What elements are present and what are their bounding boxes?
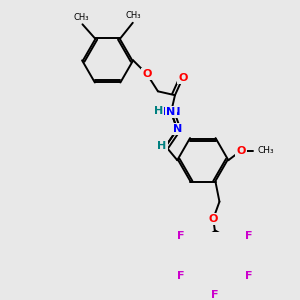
Text: HN: HN xyxy=(162,107,180,117)
Text: O: O xyxy=(208,214,218,224)
Text: F: F xyxy=(245,231,253,241)
Text: F: F xyxy=(177,271,184,281)
Text: CH₃: CH₃ xyxy=(258,146,274,155)
Text: O: O xyxy=(178,73,188,83)
Text: O: O xyxy=(142,69,152,79)
Text: F: F xyxy=(245,271,253,281)
Text: CH₃: CH₃ xyxy=(126,11,141,20)
Text: H: H xyxy=(154,106,163,116)
Text: F: F xyxy=(211,290,219,300)
Text: N: N xyxy=(173,124,182,134)
Text: H: H xyxy=(157,141,167,151)
Text: N: N xyxy=(167,107,176,117)
Text: F: F xyxy=(177,231,184,241)
Text: O: O xyxy=(236,146,245,156)
Text: CH₃: CH₃ xyxy=(73,13,89,22)
